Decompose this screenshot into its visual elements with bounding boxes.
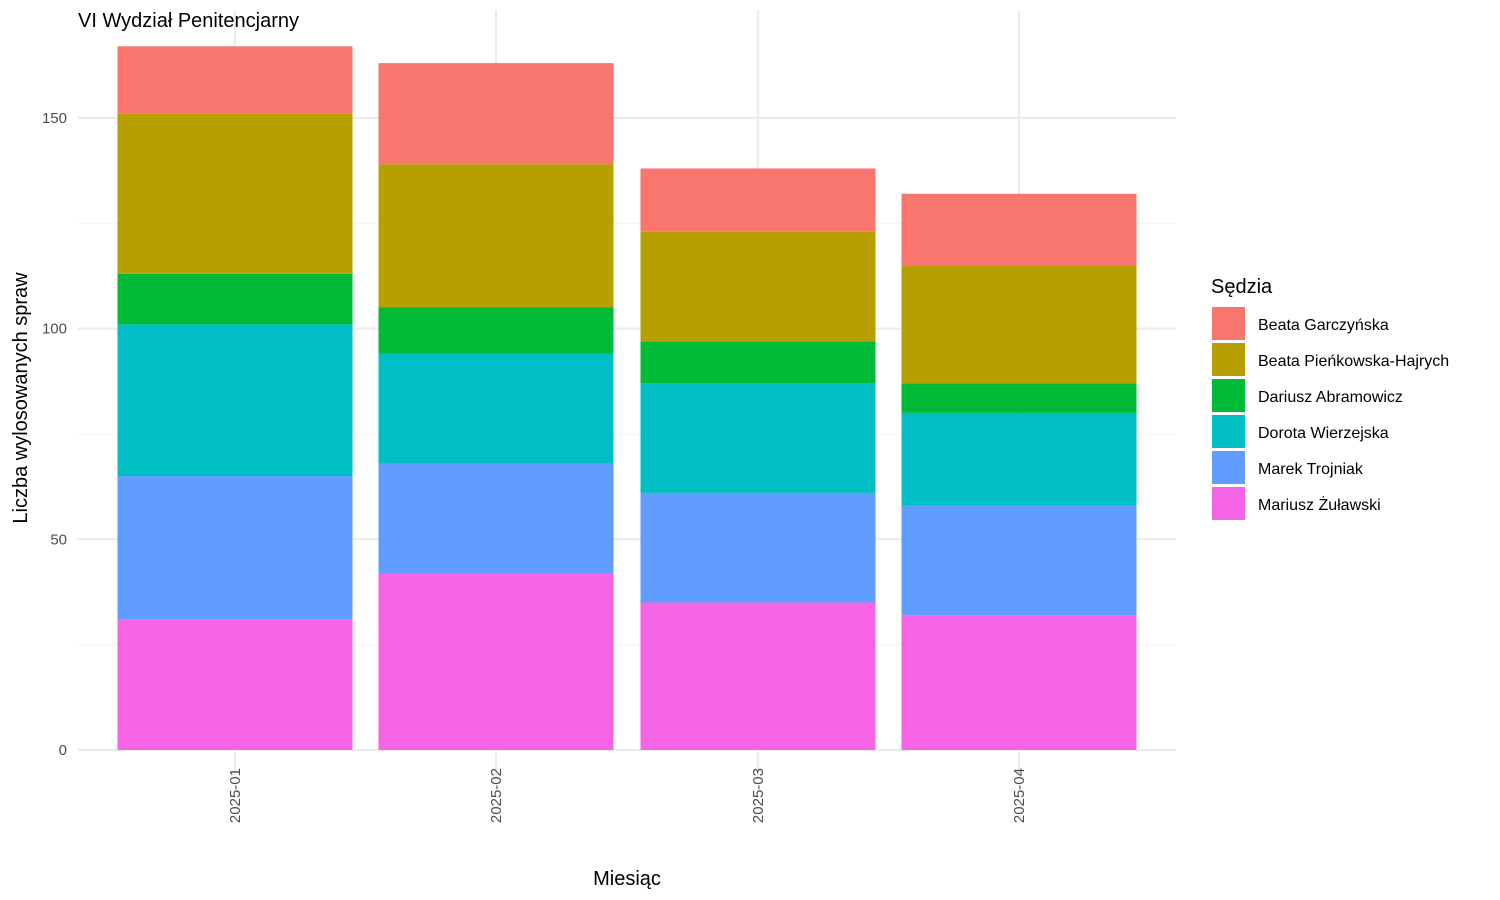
y-axis-title: Liczba wylosowanych spraw bbox=[10, 272, 32, 524]
y-tick-label: 50 bbox=[50, 531, 67, 548]
x-tick-label: 2025-04 bbox=[1011, 768, 1028, 823]
bars bbox=[117, 46, 1137, 750]
bar-segment bbox=[901, 193, 1137, 266]
bar-segment bbox=[901, 265, 1137, 384]
bar-segment bbox=[378, 307, 614, 354]
legend-swatch bbox=[1212, 379, 1245, 412]
legend-label: Marek Trojniak bbox=[1258, 461, 1364, 478]
bar-segment bbox=[117, 619, 353, 750]
bar-segment bbox=[640, 231, 876, 342]
x-tick-label: 2025-03 bbox=[750, 768, 767, 823]
bar-segment bbox=[640, 168, 876, 232]
bar-segment bbox=[640, 602, 876, 750]
legend-label: Dariusz Abramowicz bbox=[1258, 389, 1403, 406]
y-axis-ticks: 0 50 100 150 bbox=[42, 110, 67, 759]
legend-title: Sędzia bbox=[1211, 276, 1273, 298]
bar-segment bbox=[640, 492, 876, 603]
bar-segment bbox=[378, 164, 614, 308]
legend-swatch bbox=[1212, 415, 1245, 448]
y-tick-label: 150 bbox=[42, 110, 67, 127]
bar-segment bbox=[640, 341, 876, 384]
legend-swatch bbox=[1212, 343, 1245, 376]
x-tick-label: 2025-01 bbox=[227, 768, 244, 823]
x-tick-label: 2025-02 bbox=[488, 768, 505, 823]
bar-segment bbox=[378, 63, 614, 165]
y-tick-label: 100 bbox=[42, 321, 67, 338]
legend-label: Beata Pieńkowska-Hajrych bbox=[1258, 353, 1449, 370]
bar-segment bbox=[901, 383, 1137, 413]
bar-segment bbox=[901, 412, 1137, 506]
legend-label: Mariusz Żuławski bbox=[1258, 495, 1381, 514]
legend-swatch bbox=[1212, 307, 1245, 340]
bar-segment bbox=[117, 113, 353, 274]
legend-swatch bbox=[1212, 451, 1245, 484]
bar-segment bbox=[378, 463, 614, 574]
bar-segment bbox=[378, 353, 614, 464]
legend-label: Beata Garczyńska bbox=[1258, 317, 1389, 334]
bar-segment bbox=[117, 273, 353, 325]
bar-segment bbox=[901, 505, 1137, 616]
bar-segment bbox=[378, 573, 614, 750]
bar-segment bbox=[117, 46, 353, 114]
legend-swatch bbox=[1212, 487, 1245, 520]
bar-segment bbox=[117, 324, 353, 477]
legend-label: Dorota Wierzejska bbox=[1258, 425, 1389, 442]
legend: Sędzia Beata Garczyńska Beata Pieńkowska-… bbox=[1211, 276, 1449, 520]
bar-segment bbox=[117, 476, 353, 620]
y-tick-label: 0 bbox=[59, 742, 67, 759]
x-axis-ticks: 2025-01 2025-02 2025-03 2025-04 bbox=[227, 768, 1028, 823]
bar-segment bbox=[640, 383, 876, 493]
bar-segment bbox=[901, 615, 1137, 750]
chart-title: VI Wydział Penitencjarny bbox=[78, 10, 299, 32]
x-axis-title: Miesiąc bbox=[593, 868, 661, 890]
